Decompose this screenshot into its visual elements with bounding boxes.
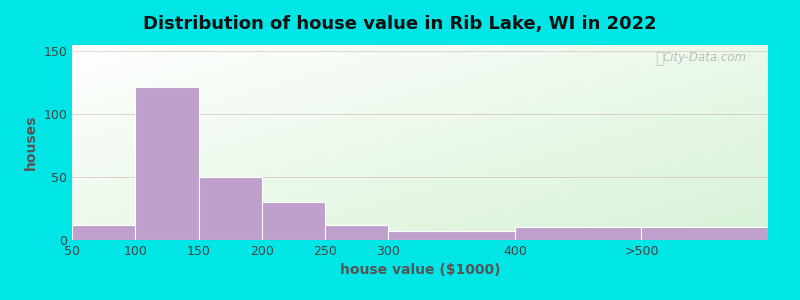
Bar	[388, 231, 515, 240]
Text: City-Data.com: City-Data.com	[663, 51, 747, 64]
Bar	[135, 86, 198, 240]
Bar	[642, 227, 768, 240]
Bar	[198, 177, 262, 240]
X-axis label: house value ($1000): house value ($1000)	[340, 263, 500, 278]
Text: ⦿: ⦿	[655, 51, 665, 66]
Text: Distribution of house value in Rib Lake, WI in 2022: Distribution of house value in Rib Lake,…	[143, 15, 657, 33]
Bar	[325, 225, 388, 240]
Bar	[515, 227, 642, 240]
Bar	[72, 225, 135, 240]
Bar	[262, 202, 325, 240]
Y-axis label: houses: houses	[24, 115, 38, 170]
